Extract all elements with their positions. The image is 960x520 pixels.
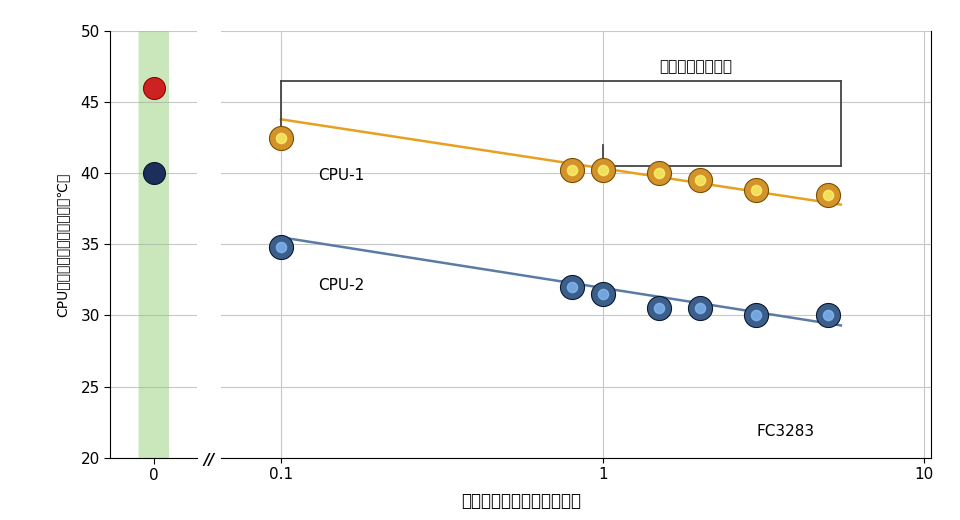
Point bbox=[564, 166, 579, 175]
Text: 泡支援ありの場合: 泡支援ありの場合 bbox=[660, 59, 732, 74]
Point bbox=[652, 169, 667, 177]
Text: FC3283: FC3283 bbox=[756, 424, 814, 439]
Text: 泡の流量（リットル／分）: 泡の流量（リットル／分） bbox=[461, 491, 581, 510]
Point bbox=[595, 290, 611, 298]
Point bbox=[749, 311, 764, 320]
Point bbox=[274, 243, 289, 251]
Point bbox=[749, 186, 764, 194]
Text: CPU-1: CPU-1 bbox=[318, 168, 364, 184]
Point bbox=[820, 311, 835, 320]
Text: //: // bbox=[204, 453, 215, 467]
Point bbox=[564, 283, 579, 291]
Point bbox=[564, 283, 579, 291]
Point bbox=[146, 169, 161, 177]
Point bbox=[274, 134, 289, 142]
Point bbox=[692, 176, 708, 185]
Point bbox=[652, 304, 667, 313]
Point bbox=[652, 304, 667, 313]
Y-axis label: CPUパッケージの表面温度（℃）: CPUパッケージの表面温度（℃） bbox=[56, 172, 69, 317]
Point bbox=[274, 134, 289, 142]
Point bbox=[749, 186, 764, 194]
Text: CPU-2: CPU-2 bbox=[318, 278, 364, 293]
Point bbox=[595, 166, 611, 175]
Point bbox=[595, 290, 611, 298]
Point bbox=[274, 243, 289, 251]
Point bbox=[820, 190, 835, 199]
Text: 自然対流
（泡支援なしの場合）: 自然対流 （泡支援なしの場合） bbox=[324, 242, 416, 275]
Point bbox=[692, 304, 708, 313]
Point bbox=[820, 190, 835, 199]
Point bbox=[692, 176, 708, 185]
Point bbox=[652, 169, 667, 177]
Bar bbox=[138, 31, 169, 458]
Point bbox=[820, 311, 835, 320]
Point bbox=[595, 166, 611, 175]
Point bbox=[692, 304, 708, 313]
Point bbox=[749, 311, 764, 320]
Point bbox=[146, 84, 161, 92]
Point bbox=[564, 166, 579, 175]
